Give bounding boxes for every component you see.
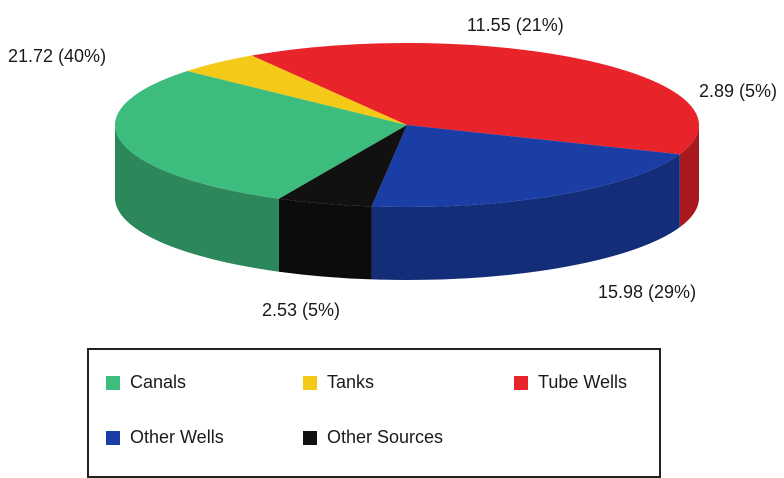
legend-swatch-other-sources bbox=[303, 430, 317, 445]
pie-slice-other-sources bbox=[278, 125, 407, 207]
pie-tops bbox=[114, 43, 699, 207]
pie-chart: 15.98 (29%) 2.53 (5%) 21.72 (40%) 11.55 (21… bbox=[8, 15, 777, 320]
legend-label-tanks: Tanks bbox=[327, 372, 375, 392]
pie-sides bbox=[114, 125, 699, 280]
legend-item-tanks: Tanks bbox=[303, 372, 374, 393]
legend-swatch-tube-wells bbox=[514, 375, 528, 390]
data-label-other-sources: 2.89 (5%) bbox=[699, 81, 777, 101]
pie-side-canals bbox=[114, 125, 279, 272]
legend-swatch-canals bbox=[106, 375, 120, 390]
legend-label-canals: Canals bbox=[130, 372, 187, 392]
data-label-other-wells: 11.55 (21%) bbox=[467, 15, 564, 35]
legend-item-other-wells: Other Wells bbox=[106, 427, 224, 448]
legend-item-other-sources: Other Sources bbox=[303, 427, 443, 448]
legend: Canals Tanks Tube Wells Other Wells Othe… bbox=[87, 348, 661, 478]
pie-slice-other-wells bbox=[371, 125, 680, 207]
pie-slice-canals bbox=[114, 70, 407, 199]
pie-side-other-sources bbox=[278, 198, 372, 280]
legend-label-other-wells: Other Wells bbox=[130, 427, 224, 447]
pie-slice-tube-wells bbox=[251, 43, 699, 155]
data-labels: 15.98 (29%) 2.53 (5%) 21.72 (40%) 11.55 (21… bbox=[8, 15, 777, 320]
data-label-tube-wells: 21.72 (40%) bbox=[8, 46, 106, 66]
legend-label-tube-wells: Tube Wells bbox=[538, 372, 628, 392]
pie-side-tube-wells bbox=[679, 125, 699, 228]
data-label-tanks: 2.53 (5%) bbox=[262, 300, 340, 320]
legend-label-other-sources: Other Sources bbox=[327, 427, 444, 447]
pie-slice-tanks bbox=[187, 55, 407, 125]
legend-swatch-other-wells bbox=[106, 430, 120, 445]
legend-item-canals: Canals bbox=[106, 372, 186, 393]
pie-side-other-wells bbox=[371, 154, 680, 280]
legend-item-tube-wells: Tube Wells bbox=[514, 372, 627, 393]
data-label-canals: 15.98 (29%) bbox=[598, 282, 696, 302]
legend-swatch-tanks bbox=[303, 375, 317, 390]
